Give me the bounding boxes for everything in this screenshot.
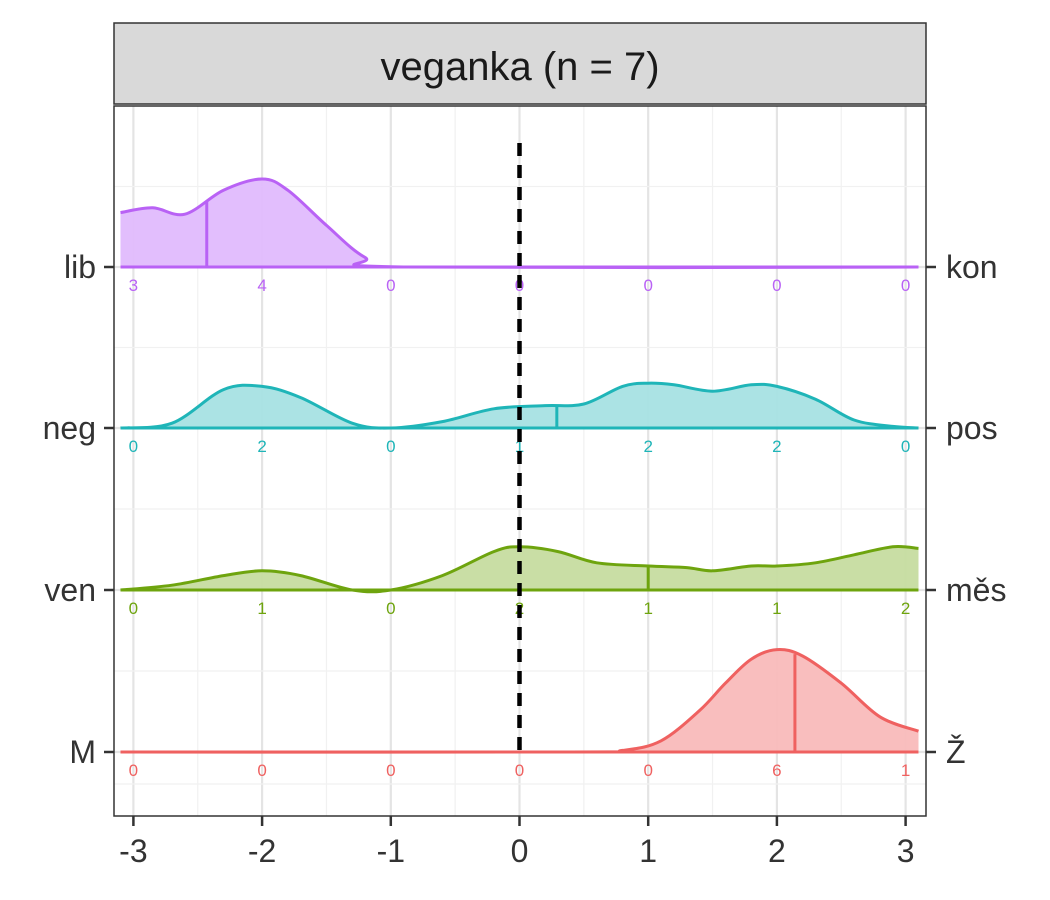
x-tick-label: 0	[511, 833, 529, 869]
density-curve	[120, 648, 920, 754]
count-label: 2	[643, 437, 652, 456]
count-label: 1	[901, 761, 910, 780]
density-curve	[120, 381, 919, 430]
x-tick-label: -3	[119, 833, 147, 869]
chart-title: veganka (n = 7)	[380, 45, 659, 89]
density-curve	[120, 545, 919, 594]
strip-background	[113, 22, 927, 105]
count-label: 1	[643, 599, 652, 618]
y-tick-label-right: měs	[946, 572, 1006, 608]
count-label: 0	[257, 761, 266, 780]
x-tick-label: -2	[248, 833, 276, 869]
count-label: 0	[901, 437, 910, 456]
x-tick-label: 3	[897, 833, 915, 869]
ridge-M: 0 0 0 0 0 6 1	[120, 648, 920, 780]
count-label: 0	[386, 599, 395, 618]
count-label: 0	[643, 761, 652, 780]
y-tick-label-left: lib	[64, 249, 96, 285]
count-label: 0	[515, 761, 524, 780]
count-label: 2	[257, 437, 266, 456]
count-label: 1	[257, 599, 266, 618]
count-label: 1	[772, 599, 781, 618]
x-tick-label: 2	[768, 833, 786, 869]
count-label: 0	[643, 276, 652, 295]
x-tick-label: 1	[639, 833, 657, 869]
count-label: 0	[129, 599, 138, 618]
strip-header: veganka (n = 7)	[113, 22, 927, 105]
count-label: 3	[129, 276, 138, 295]
count-label: 0	[901, 276, 910, 295]
ridge-neg: 0 2 0 1 2 2 0	[120, 381, 919, 456]
count-label: 0	[772, 276, 781, 295]
count-label: 4	[257, 276, 266, 295]
count-label: 6	[772, 761, 781, 780]
count-label: 2	[772, 437, 781, 456]
count-label: 0	[129, 437, 138, 456]
count-label: 0	[386, 276, 395, 295]
count-label: 0	[129, 761, 138, 780]
count-label: 2	[901, 599, 910, 618]
y-tick-label-right: pos	[946, 410, 998, 446]
x-tick-label: -1	[377, 833, 405, 869]
count-label: 1	[515, 437, 524, 456]
density-area	[120, 649, 919, 753]
density-curve	[120, 177, 919, 270]
y-tick-label-left: neg	[43, 410, 96, 446]
count-label: 0	[386, 437, 395, 456]
density-area	[120, 383, 919, 429]
y-tick-label-right: Ž	[946, 734, 966, 770]
density-area	[120, 179, 919, 268]
y-tick-label-left: ven	[44, 572, 96, 608]
y-tick-label-right: kon	[946, 249, 998, 285]
count-label: 0	[386, 761, 395, 780]
y-tick-label-left: M	[69, 734, 96, 770]
